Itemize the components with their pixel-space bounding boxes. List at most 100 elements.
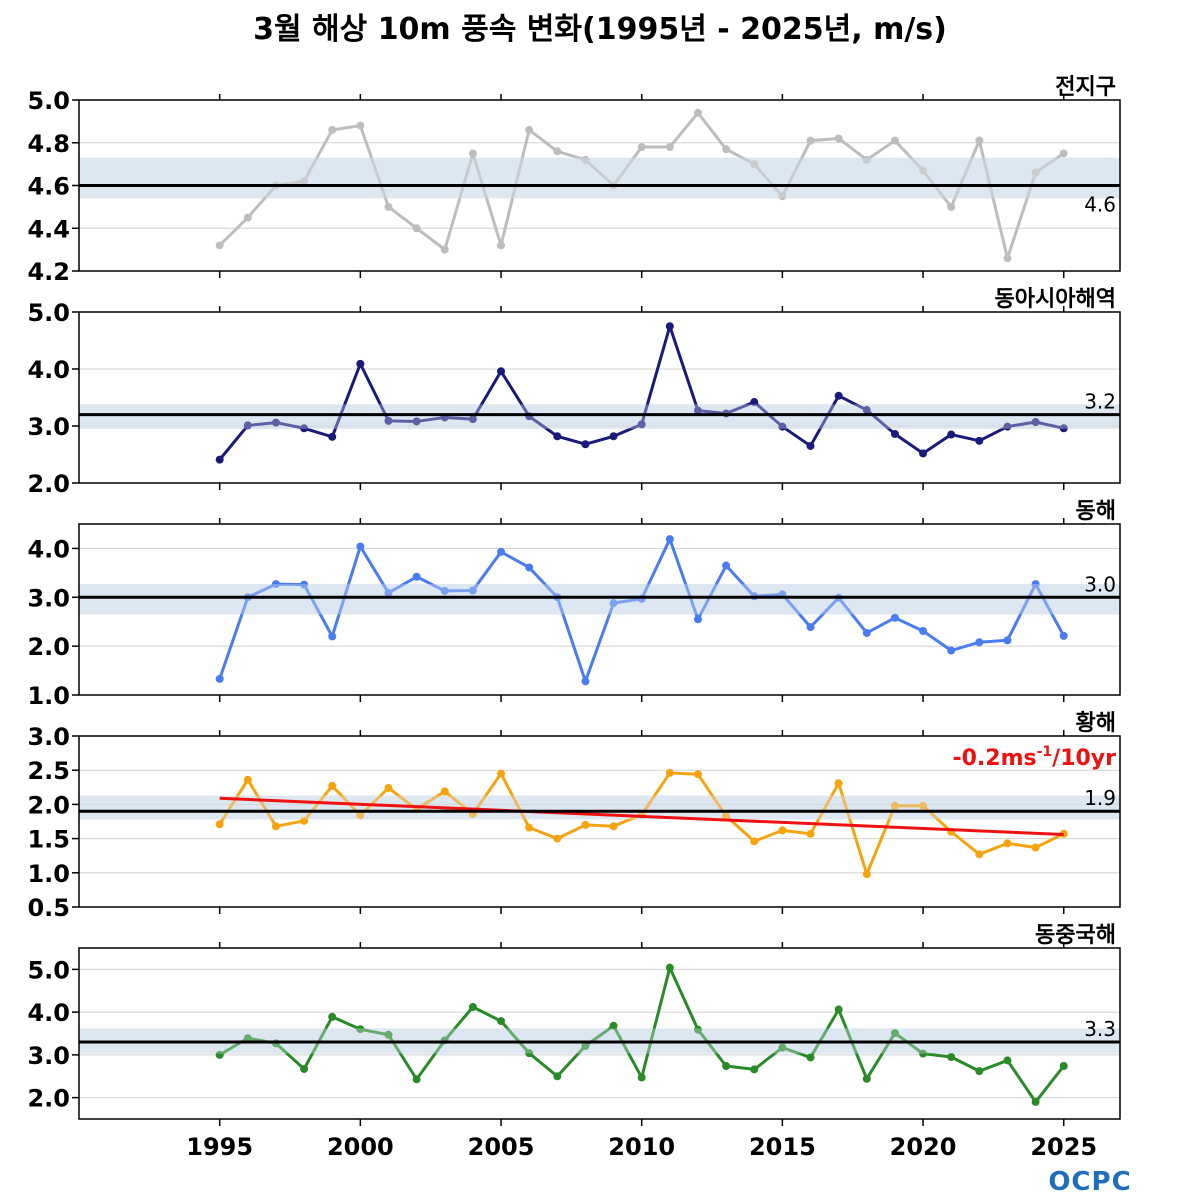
data-point bbox=[243, 1034, 252, 1043]
data-point bbox=[750, 398, 759, 407]
data-point bbox=[412, 572, 421, 581]
data-point bbox=[1059, 631, 1068, 640]
data-point bbox=[412, 224, 421, 233]
data-point bbox=[356, 811, 365, 820]
data-point bbox=[975, 1067, 984, 1076]
x-tick-label: 2010 bbox=[608, 1133, 675, 1161]
panel-title: 전지구 bbox=[1055, 75, 1116, 100]
data-point bbox=[862, 155, 871, 164]
data-point bbox=[975, 436, 984, 445]
data-point bbox=[581, 1041, 590, 1050]
data-point bbox=[412, 417, 421, 426]
data-point bbox=[919, 801, 928, 810]
x-tick-label: 2020 bbox=[890, 1133, 957, 1161]
data-point bbox=[300, 580, 309, 589]
normal-range-band bbox=[79, 795, 1120, 820]
data-point bbox=[356, 359, 365, 368]
data-point bbox=[497, 547, 506, 556]
series-5 bbox=[215, 963, 1068, 1106]
data-point bbox=[665, 322, 674, 331]
data-point bbox=[328, 781, 337, 790]
data-point bbox=[581, 820, 590, 829]
panel-5: 2.0 3.0 4.0 5.0 3.3 동중국해 bbox=[27, 923, 1121, 1126]
trend-label-main: -0.2ms bbox=[952, 746, 1036, 771]
data-point bbox=[581, 677, 590, 686]
data-point bbox=[778, 192, 787, 201]
data-point bbox=[806, 1053, 815, 1062]
data-point bbox=[384, 588, 393, 597]
y-tick-label: 4.8 bbox=[27, 130, 70, 158]
data-point bbox=[328, 1012, 337, 1021]
y-tick-label: 4.0 bbox=[27, 999, 70, 1027]
data-point bbox=[778, 826, 787, 835]
data-point bbox=[665, 535, 674, 544]
data-point bbox=[1031, 168, 1040, 177]
data-point bbox=[243, 421, 252, 430]
data-point bbox=[919, 166, 928, 175]
normal-range-band bbox=[79, 157, 1120, 199]
data-point bbox=[497, 1017, 506, 1026]
data-point bbox=[806, 829, 815, 838]
chart-title: 3월 해상 10m 풍속 변화(1995년 - 2025년, m/s) bbox=[253, 12, 947, 47]
y-tick-label: 2.0 bbox=[27, 470, 70, 498]
data-point bbox=[890, 429, 899, 438]
data-point bbox=[215, 820, 224, 829]
data-point bbox=[1031, 1097, 1040, 1106]
data-point bbox=[215, 241, 224, 250]
data-point bbox=[806, 623, 815, 632]
data-point bbox=[525, 563, 534, 572]
panel-frame bbox=[78, 99, 1121, 272]
data-point bbox=[356, 1025, 365, 1034]
data-point bbox=[890, 1029, 899, 1038]
data-point bbox=[1003, 254, 1012, 263]
data-point bbox=[300, 1064, 309, 1073]
data-point bbox=[862, 628, 871, 637]
y-tick-label: 2.0 bbox=[27, 1085, 70, 1113]
data-point bbox=[497, 241, 506, 250]
data-point bbox=[693, 1025, 702, 1034]
y-tick-label: 3.0 bbox=[27, 1042, 70, 1070]
panel-title: 동중국해 bbox=[1035, 923, 1116, 948]
data-point bbox=[553, 1072, 562, 1081]
panel-3: 1.0 2.0 3.0 4.0 3.0 동해 bbox=[27, 499, 1121, 710]
mean-value-label: 1.9 bbox=[1084, 786, 1116, 810]
data-point bbox=[778, 1043, 787, 1052]
data-point bbox=[975, 638, 984, 647]
mean-value-label: 3.2 bbox=[1084, 390, 1116, 414]
data-point bbox=[581, 155, 590, 164]
data-point bbox=[525, 823, 534, 832]
y-tick-label: 4.4 bbox=[27, 215, 70, 243]
data-point bbox=[328, 632, 337, 641]
x-tick-label: 2005 bbox=[468, 1133, 535, 1161]
series-line bbox=[218, 771, 1065, 876]
y-tick-label: 2.0 bbox=[27, 633, 70, 661]
data-point bbox=[722, 812, 731, 821]
y-tick-label: 3.0 bbox=[27, 413, 70, 441]
data-point bbox=[468, 1002, 477, 1011]
data-point bbox=[243, 775, 252, 784]
data-point bbox=[806, 136, 815, 145]
data-point bbox=[1003, 1056, 1012, 1065]
mean-value-label: 4.6 bbox=[1084, 193, 1116, 217]
data-point bbox=[243, 213, 252, 222]
y-tick-label: 4.0 bbox=[27, 356, 70, 384]
data-point bbox=[750, 160, 759, 169]
data-point bbox=[609, 1021, 618, 1030]
y-tick-label: 3.0 bbox=[27, 723, 70, 751]
data-point bbox=[1031, 843, 1040, 852]
data-point bbox=[497, 367, 506, 376]
x-tick-label: 2015 bbox=[749, 1133, 816, 1161]
data-point bbox=[947, 430, 956, 439]
mean-value-label: 3.0 bbox=[1084, 572, 1116, 596]
data-point bbox=[271, 822, 280, 831]
data-point bbox=[497, 769, 506, 778]
data-point bbox=[328, 125, 337, 134]
data-point bbox=[215, 455, 224, 464]
data-point bbox=[665, 143, 674, 152]
data-point bbox=[1003, 839, 1012, 848]
data-point bbox=[750, 1065, 759, 1074]
trend-line bbox=[219, 796, 1064, 836]
data-point bbox=[890, 136, 899, 145]
data-point bbox=[834, 391, 843, 400]
data-point bbox=[356, 121, 365, 130]
